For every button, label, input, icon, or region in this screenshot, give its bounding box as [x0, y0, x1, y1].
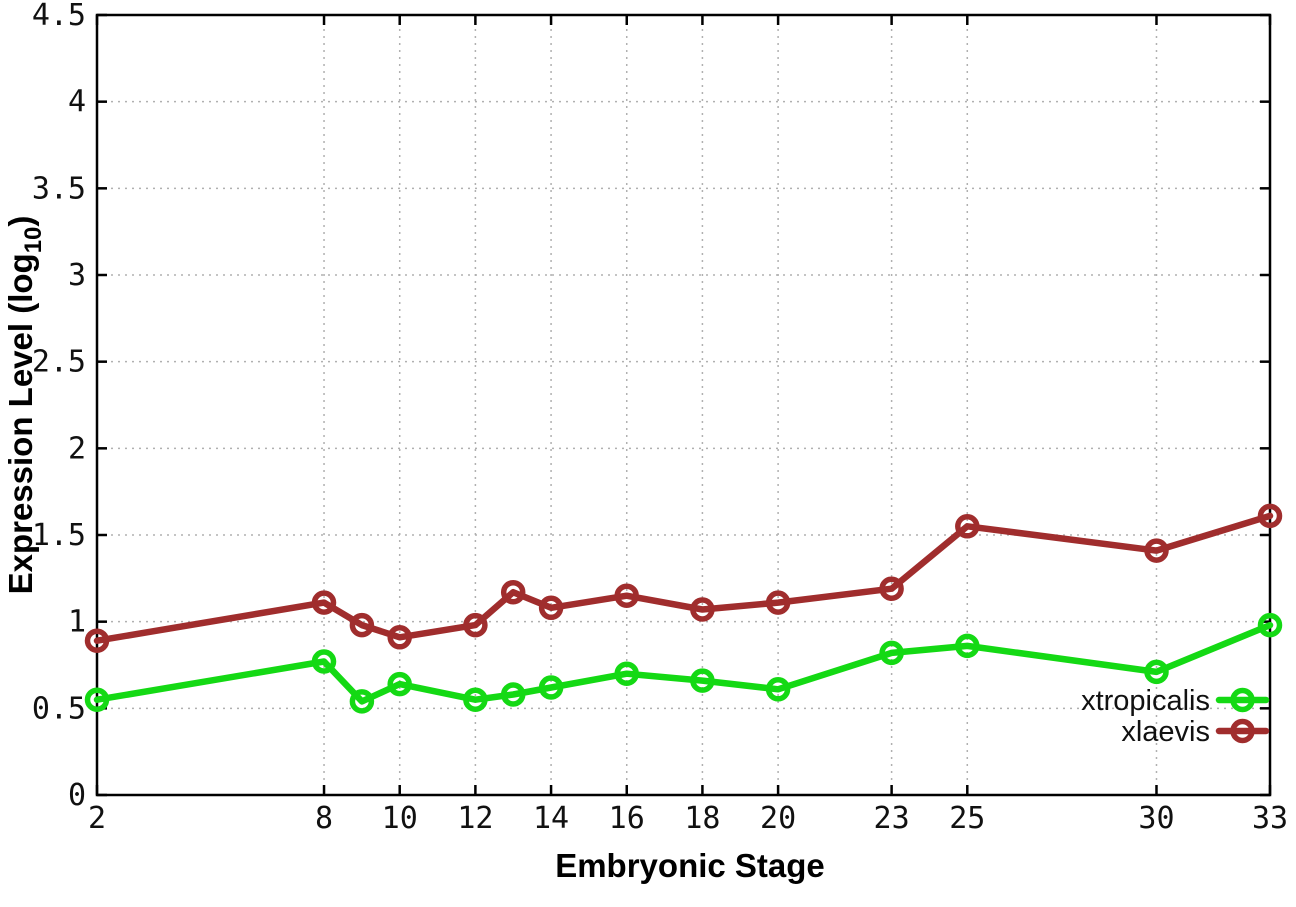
axis-tick-labels: 2 8 10 12 14 16 18 20 23 25 30 33 0 0.5 1 1.5 2 2.5 3 3.5 4 4…: [32, 0, 1288, 836]
series-xtropicalis-point: [1257, 612, 1283, 638]
series-xlaevis-point: [311, 590, 337, 615]
x-tick-label: 25: [949, 801, 985, 836]
plot-border: [95, 13, 1272, 797]
y-tick-label: 1: [68, 605, 86, 640]
x-tick-label: 23: [874, 801, 910, 836]
series-xlaevis-point: [614, 583, 639, 608]
x-tick-label: 10: [382, 801, 418, 836]
x-tick-label: 33: [1252, 801, 1288, 836]
x-tick-label: 30: [1138, 801, 1174, 836]
y-tick-label: 2.5: [32, 345, 86, 380]
legend-label-xlaevis: xlaevis: [1121, 716, 1210, 748]
y-tick-label: 0: [68, 778, 86, 813]
series-xlaevis-point: [765, 590, 791, 615]
x-tick-label: 8: [315, 801, 333, 836]
x-tick-label: 16: [609, 801, 645, 836]
series-xlaevis-point: [538, 595, 564, 621]
series-xtropicalis-point: [538, 675, 564, 700]
series-xlaevis-point: [349, 612, 375, 638]
legend-marker-xtropicalis: [1230, 687, 1255, 713]
series-xlaevis-point: [1257, 503, 1283, 529]
y-axis-title-subscript: 10: [20, 227, 47, 254]
x-tick-label: 20: [760, 801, 796, 836]
y-tick-label: 3.5: [32, 171, 86, 206]
y-axis-title: Expression Level (log10): [2, 216, 47, 595]
legend-label-xtropicalis: xtropicalis: [1081, 685, 1210, 717]
series-xlaevis-point: [463, 612, 488, 638]
series-xlaevis-point: [84, 628, 110, 653]
x-tick-label: 2: [88, 801, 106, 836]
y-axis-title-suffix: ): [2, 216, 39, 227]
data-series: [84, 503, 1283, 714]
series-xtropicalis-point: [311, 649, 337, 674]
series-xtropicalis-point: [349, 689, 375, 714]
series-xtropicalis-point: [463, 687, 488, 712]
series-xtropicalis-point: [1144, 659, 1169, 685]
y-axis-title-text: Expression Level (log: [2, 253, 39, 594]
y-tick-label: 4.5: [32, 0, 86, 33]
series-xtropicalis-point: [765, 677, 791, 702]
x-tick-label: 12: [457, 801, 493, 836]
y-tick-label: 0.5: [32, 691, 86, 726]
series-xtropicalis-point: [500, 682, 526, 707]
y-tick-label: 2: [68, 431, 86, 466]
series-xlaevis-point: [879, 576, 904, 601]
x-axis-title: Embryonic Stage: [555, 847, 825, 884]
y-tick-label: 3: [68, 258, 86, 293]
series-xtropicalis-point: [690, 668, 715, 693]
y-tick-label: 1.5: [32, 518, 86, 553]
series-xlaevis-point: [387, 625, 412, 650]
series-xlaevis-point: [1144, 538, 1169, 563]
series-xtropicalis-point: [387, 671, 412, 697]
series-xlaevis-point: [500, 579, 526, 605]
series-xlaevis-point: [690, 597, 715, 622]
series-xtropicalis-point: [614, 661, 639, 686]
series-xtropicalis-point: [955, 633, 980, 659]
series-xtropicalis-point: [879, 640, 904, 666]
series-xlaevis-line: [93, 512, 1274, 644]
y-tick-label: 4: [68, 85, 86, 120]
x-tick-label: 14: [533, 801, 569, 836]
x-tick-label: 18: [684, 801, 720, 836]
series-xlaevis-point: [955, 514, 980, 539]
legend-marker-xlaevis: [1230, 718, 1255, 744]
series-xtropicalis-point: [84, 687, 110, 712]
